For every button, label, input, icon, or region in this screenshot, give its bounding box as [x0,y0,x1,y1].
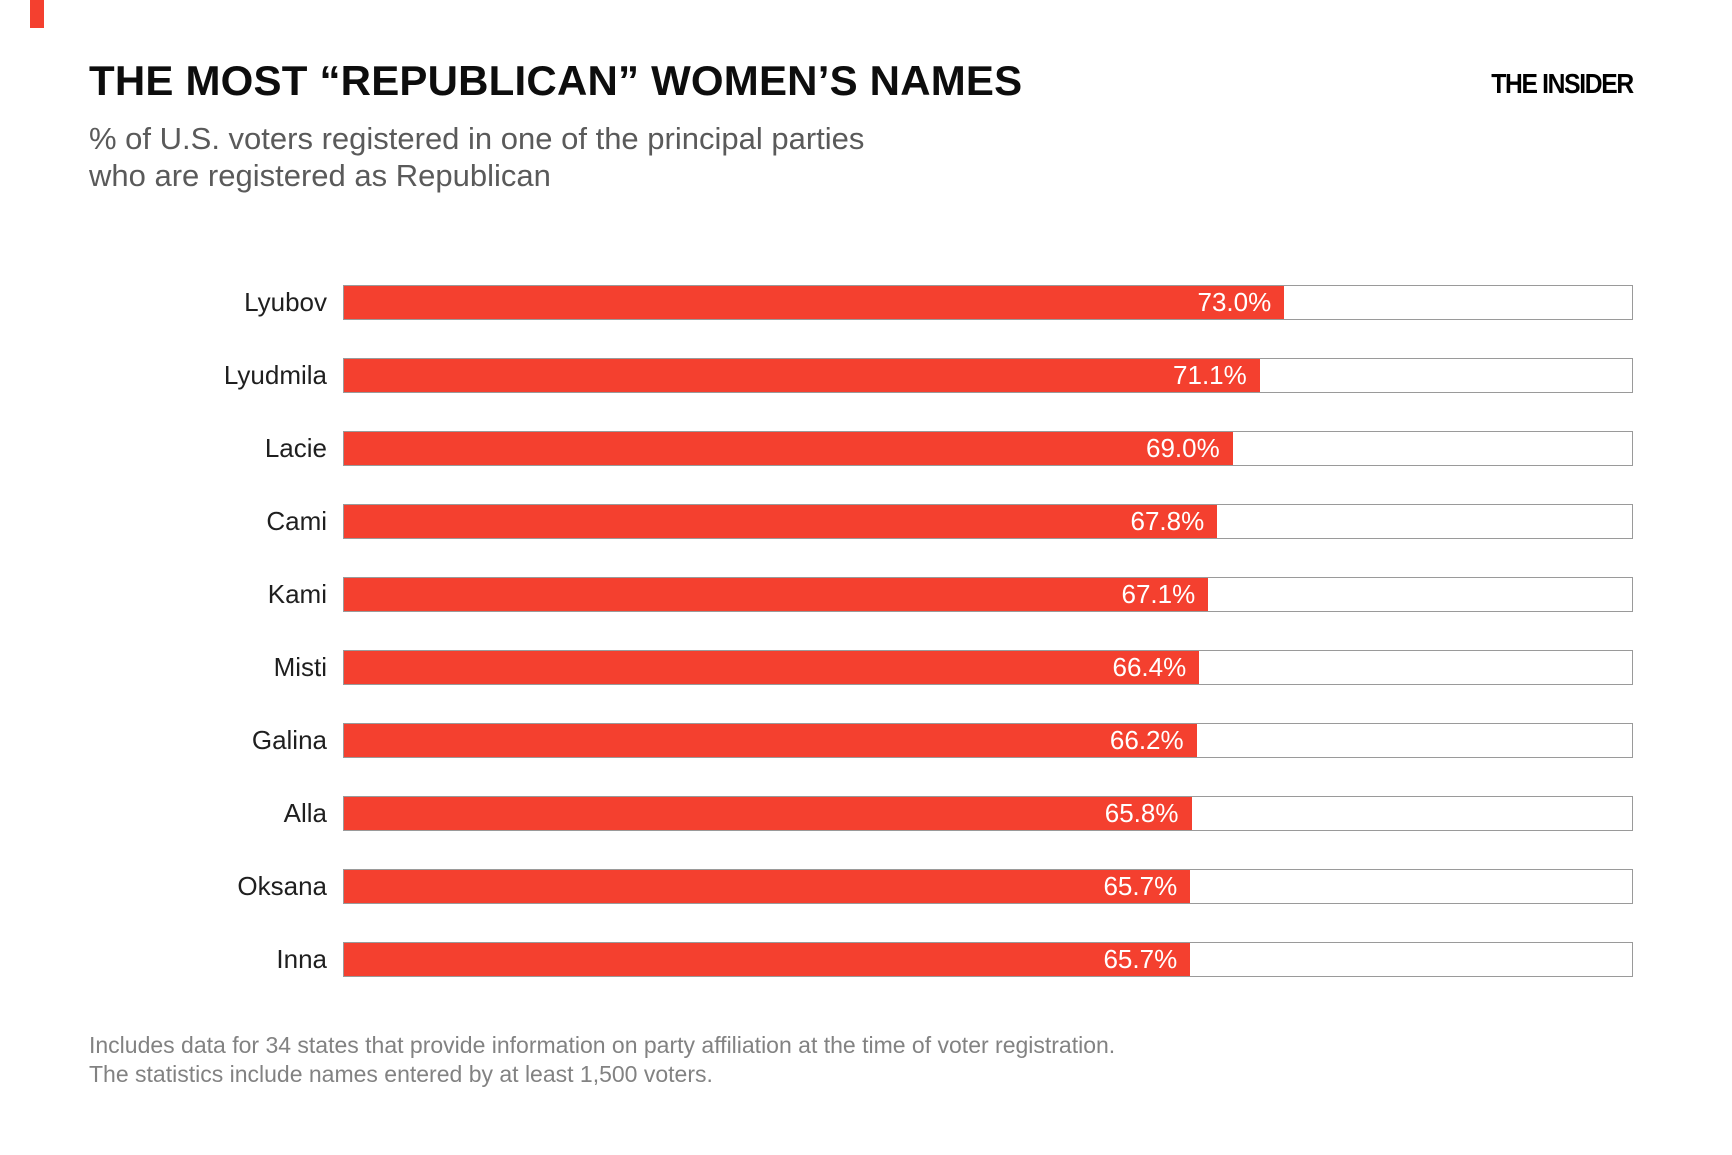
bar-fill: 66.2% [344,724,1197,757]
bar-fill: 69.0% [344,432,1233,465]
bar-fill: 66.4% [344,651,1200,684]
value-label: 65.7% [1103,871,1178,901]
bar-chart: Lyubov 73.0% Lyudmila 71.1% Lacie 69.0% [0,285,1633,1015]
value-label: 65.7% [1103,944,1178,974]
publisher-logo: THE INSIDER [1491,68,1634,99]
bar-track: 67.1% [343,577,1633,612]
value-label: 65.8% [1104,798,1179,828]
category-label: Galina [251,725,327,755]
category-label: Lyubov [244,287,327,317]
footnote-line2: The statistics include names entered by … [89,1061,713,1087]
bar-track: 73.0% [343,285,1633,320]
bar-row: Galina 66.2% [0,723,1633,758]
bar-fill: 65.8% [344,797,1192,830]
bar-row: Inna 65.7% [0,942,1633,977]
value-label: 73.0% [1197,287,1272,317]
bar-row: Kami 67.1% [0,577,1633,612]
brand-accent-mark [30,0,44,28]
bar-track: 66.4% [343,650,1633,685]
bar-fill: 73.0% [344,286,1285,319]
value-label: 66.4% [1112,652,1187,682]
chart-subtitle: % of U.S. voters registered in one of th… [89,120,864,194]
bar-fill: 67.1% [344,578,1209,611]
value-label: 69.0% [1145,433,1220,463]
bar-row: Lyubov 73.0% [0,285,1633,320]
bar-row: Alla 65.8% [0,796,1633,831]
chart-subtitle-line1: % of U.S. voters registered in one of th… [89,121,865,156]
bar-track: 65.7% [343,869,1633,904]
category-label: Inna [276,944,327,974]
bar-row: Lyudmila 71.1% [0,358,1633,393]
category-label: Cami [266,506,327,536]
category-label: Alla [283,798,327,828]
category-label: Oksana [237,871,327,901]
footnote-line1: Includes data for 34 states that provide… [89,1032,1116,1058]
category-label: Lacie [264,433,327,463]
bar-track: 67.8% [343,504,1633,539]
bar-track: 66.2% [343,723,1633,758]
chart-title: THE MOST “REPUBLICAN” WOMEN’S NAMES [89,57,1023,104]
bar-row: Lacie 69.0% [0,431,1633,466]
bar-track: 65.7% [343,942,1633,977]
value-label: 67.8% [1130,506,1205,536]
value-label: 66.2% [1109,725,1184,755]
bar-row: Cami 67.8% [0,504,1633,539]
bar-track: 71.1% [343,358,1633,393]
category-label: Misti [273,652,327,682]
value-label: 67.1% [1121,579,1196,609]
category-label: Kami [267,579,327,609]
category-label: Lyudmila [223,360,327,390]
bar-row: Misti 66.4% [0,650,1633,685]
bar-fill: 67.8% [344,505,1218,538]
bar-track: 65.8% [343,796,1633,831]
bar-fill: 65.7% [344,943,1191,976]
value-label: 71.1% [1173,360,1247,390]
bar-fill: 71.1% [344,359,1260,392]
bar-row: Oksana 65.7% [0,869,1633,904]
bar-track: 69.0% [343,431,1633,466]
bar-fill: 65.7% [344,870,1191,903]
footnote: Includes data for 34 states that provide… [89,1031,1115,1089]
chart-subtitle-line2: who are registered as Republican [89,158,551,193]
